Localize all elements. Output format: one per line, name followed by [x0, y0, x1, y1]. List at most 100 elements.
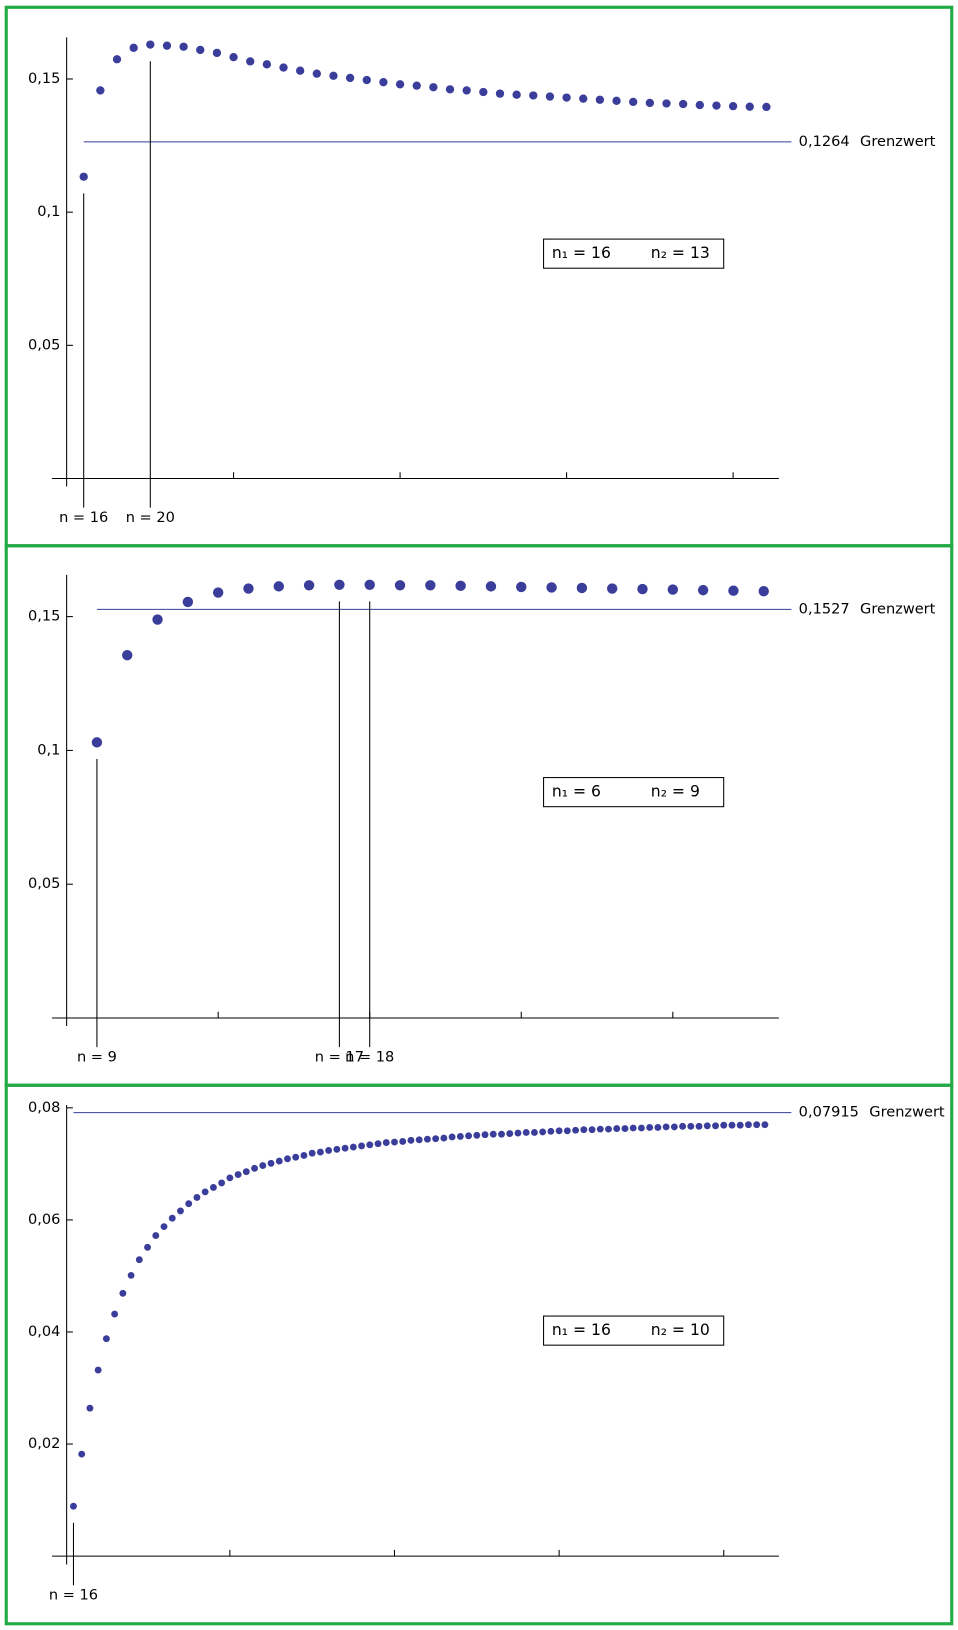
- point: [185, 1200, 193, 1208]
- point: [522, 1129, 530, 1136]
- point: [127, 1271, 135, 1279]
- panel-border: [4, 5, 954, 548]
- marker-label: n = 16: [59, 509, 108, 526]
- point: [654, 1124, 662, 1131]
- point: [514, 1129, 522, 1137]
- point: [679, 1122, 687, 1130]
- point: [489, 1130, 497, 1138]
- point: [547, 1127, 555, 1135]
- point: [432, 1135, 440, 1143]
- limit-text: Grenzwert: [869, 1104, 945, 1121]
- point: [637, 583, 648, 595]
- point: [516, 581, 527, 593]
- point: [303, 580, 315, 591]
- limit-label: 0,1527 Grenzwert: [799, 600, 936, 617]
- point: [646, 1124, 654, 1131]
- point: [364, 579, 375, 590]
- point: [308, 1149, 316, 1157]
- params-box: [543, 238, 725, 269]
- point: [473, 1131, 481, 1139]
- point: [667, 584, 679, 595]
- y-tick-label: 0,15: [28, 608, 60, 625]
- params-box: [543, 1315, 725, 1346]
- point: [712, 1122, 719, 1130]
- point: [218, 1179, 226, 1187]
- point: [462, 86, 471, 95]
- point: [251, 1164, 258, 1172]
- point: [329, 71, 338, 80]
- point: [394, 580, 406, 591]
- point: [562, 93, 571, 102]
- point: [425, 580, 436, 591]
- point: [209, 1183, 217, 1191]
- point: [316, 1148, 324, 1156]
- point: [146, 40, 155, 49]
- point: [333, 1145, 341, 1153]
- point: [448, 1133, 456, 1141]
- point: [629, 97, 638, 107]
- point: [193, 1194, 201, 1201]
- point: [177, 1207, 184, 1215]
- point: [606, 583, 618, 594]
- point: [695, 1122, 703, 1130]
- point: [506, 1130, 514, 1138]
- y-tick-label: 0,05: [28, 336, 60, 353]
- point: [179, 42, 188, 51]
- point: [374, 1140, 382, 1148]
- point: [70, 1502, 77, 1510]
- point: [112, 55, 122, 64]
- point: [728, 101, 738, 111]
- point: [399, 1138, 407, 1145]
- point: [529, 91, 538, 100]
- point: [545, 92, 555, 101]
- point: [196, 45, 205, 55]
- point: [612, 96, 621, 105]
- point: [119, 1289, 127, 1297]
- point: [728, 1121, 736, 1129]
- y-tick-label: 0,04: [28, 1323, 60, 1340]
- point: [629, 1124, 637, 1132]
- y-tick-label: 0,02: [28, 1435, 60, 1452]
- limit-label: 0,1264 Grenzwert: [799, 133, 936, 150]
- point: [382, 1139, 390, 1147]
- point: [135, 1256, 143, 1264]
- point: [465, 1132, 473, 1140]
- point: [122, 649, 133, 661]
- point: [588, 1126, 596, 1134]
- y-tick-label: 0,08: [28, 1099, 60, 1116]
- point: [758, 585, 769, 597]
- point: [498, 1130, 505, 1138]
- marker-label: n = 20: [126, 509, 175, 526]
- point: [479, 87, 488, 97]
- point: [695, 100, 704, 110]
- point: [168, 1214, 176, 1222]
- params-label: n₂ = 13: [651, 244, 710, 262]
- y-tick-label: 0,06: [28, 1211, 60, 1228]
- point: [662, 1123, 670, 1131]
- point: [334, 579, 345, 590]
- point: [678, 99, 688, 109]
- limit-value: 0,07915: [799, 1104, 859, 1121]
- point: [576, 582, 588, 594]
- point: [555, 1127, 563, 1135]
- params-label: n₁ = 6: [552, 783, 601, 801]
- point: [530, 1129, 538, 1136]
- point: [391, 1138, 398, 1146]
- point: [366, 1141, 374, 1149]
- point: [429, 83, 438, 92]
- point: [273, 581, 284, 592]
- point: [292, 1153, 300, 1161]
- point: [96, 86, 105, 95]
- point: [762, 102, 771, 112]
- point: [212, 48, 222, 58]
- point: [546, 582, 557, 593]
- point: [243, 583, 254, 594]
- point: [78, 1450, 86, 1458]
- point: [407, 1136, 415, 1144]
- point: [662, 99, 671, 108]
- point: [572, 1126, 580, 1134]
- point: [102, 1335, 110, 1343]
- point: [275, 1157, 283, 1165]
- point: [358, 1142, 366, 1150]
